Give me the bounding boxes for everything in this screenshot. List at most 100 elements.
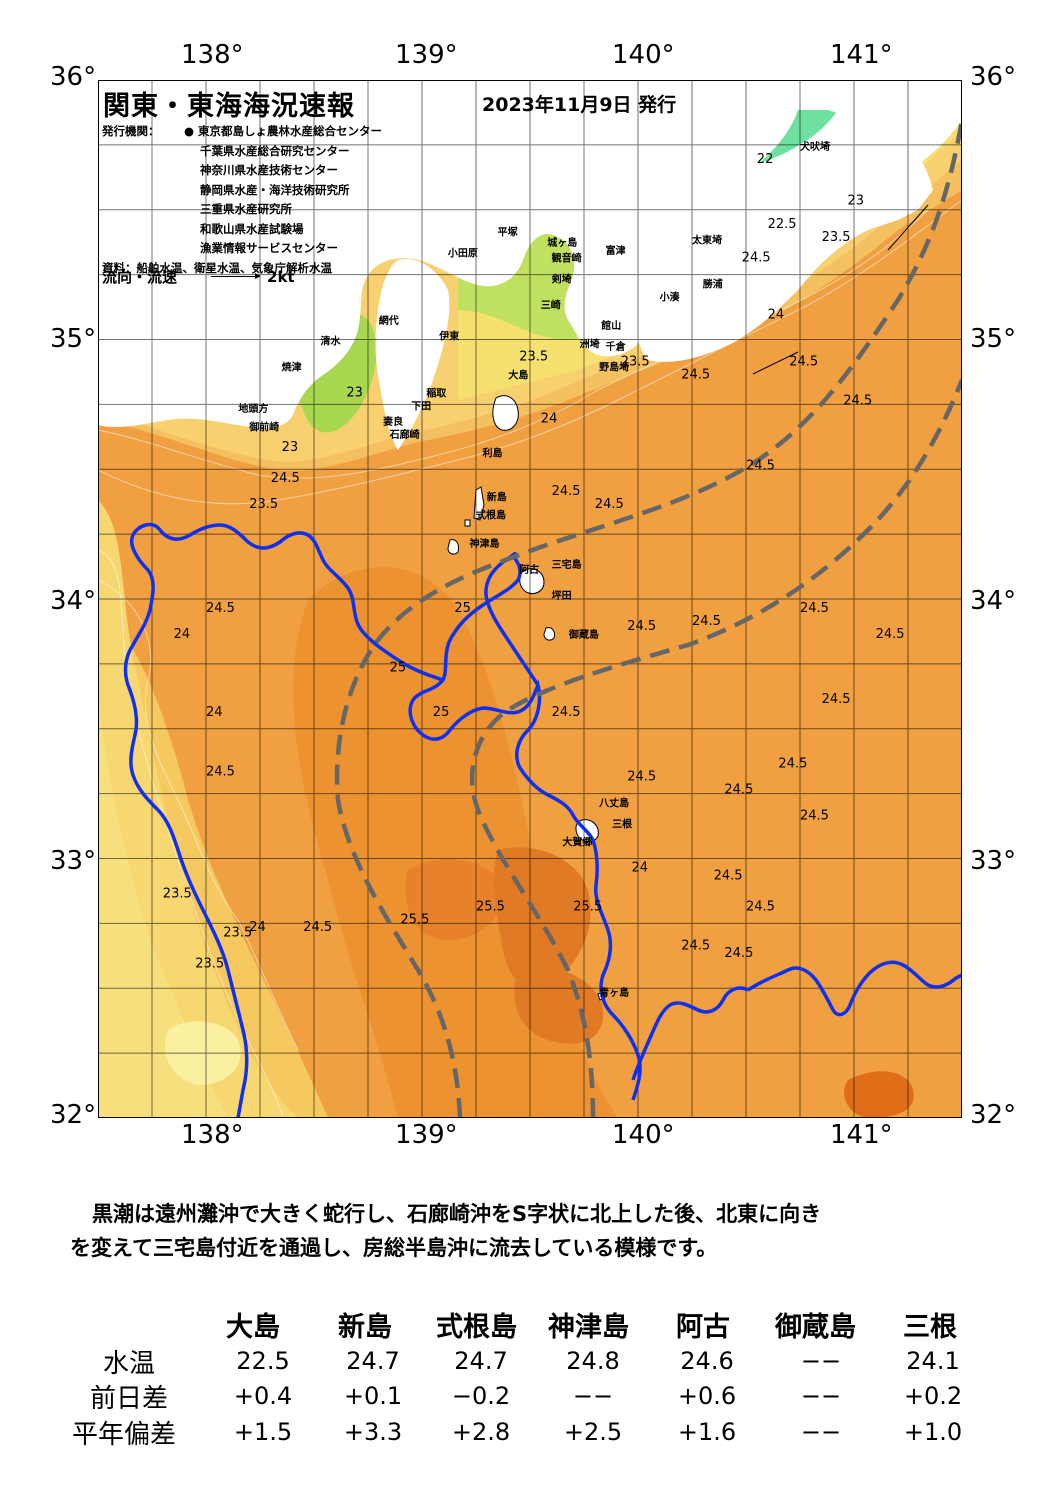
place-label: 野島埼 (599, 361, 629, 374)
table-cell: +2.5 (563, 1418, 623, 1446)
lat-label-34-left: 34° (50, 586, 97, 616)
land-izu (375, 259, 450, 450)
issuer-3: 静岡県水産・海洋技術研究所 (200, 182, 350, 197)
issuer-2: 神奈川県水産技術センター (200, 163, 338, 177)
lon-label-138-top: 138° (181, 40, 244, 70)
place-label: 式根島 (476, 509, 506, 522)
place-label: 坪田 (552, 589, 572, 602)
contour-label: 23 (282, 440, 299, 455)
place-label: 網代 (379, 314, 399, 327)
contour-label: 24 (249, 920, 266, 935)
place-label: 城ヶ島 (547, 236, 577, 249)
contour-label: 24.5 (822, 692, 851, 707)
contour-label: 24.5 (271, 471, 300, 486)
contour-label: 23.5 (223, 925, 252, 940)
lat-label-32-left: 32° (50, 1100, 97, 1130)
current-vector-2 (887, 204, 929, 251)
table-cell: 24.8 (566, 1347, 620, 1375)
place-label: 大島 (508, 368, 528, 381)
dashed-kuroshio-mean-2 (469, 379, 962, 1118)
place-label: 御前崎 (248, 420, 279, 433)
contour-label: 23.5 (195, 956, 224, 971)
land-boso (638, 110, 933, 362)
place-label: 剣埼 (551, 272, 572, 285)
contour-label: 24.5 (746, 899, 775, 914)
contour-label: 24.5 (681, 367, 710, 382)
col-header-ako: 阿古 (676, 1312, 730, 1343)
contour-label: 23.5 (519, 349, 548, 364)
contour-label: 24.5 (746, 458, 775, 473)
place-label: 犬吠埼 (800, 140, 830, 153)
place-label: 御蔵島 (568, 628, 599, 641)
place-label: 富津 (606, 244, 626, 257)
lat-label-33-right: 33° (970, 846, 1017, 876)
current-legend-scale: 2kt (267, 267, 295, 286)
issuer-1: 千葉県水産総合研究センター (200, 143, 350, 158)
lat-label-35-right: 35° (970, 324, 1017, 354)
contour-label: 24.5 (692, 614, 721, 629)
warm-patch-3 (514, 967, 604, 1044)
contour-label: 23.5 (163, 886, 192, 901)
contour-label: 25 (433, 705, 450, 720)
map-border (98, 80, 962, 1118)
contour-label: 22 (757, 152, 774, 167)
table-cell: 24.1 (906, 1347, 960, 1375)
contour-label: 23.5 (621, 354, 650, 369)
contour-label: 24 (206, 705, 223, 720)
place-label: 小湊 (659, 291, 681, 304)
contour-label: 24 (174, 627, 191, 642)
contour-label: 24.5 (742, 251, 771, 266)
current-legend-arrow-icon (211, 273, 262, 279)
place-label: 洲埼 (580, 337, 600, 350)
col-header-oshima: 大島 (226, 1312, 280, 1343)
place-label: 阿古 (519, 563, 539, 576)
place-label: 勝浦 (703, 278, 723, 291)
contour-label: 25 (390, 661, 407, 676)
kuroshio-axis (408, 554, 642, 1101)
island-miyake (519, 568, 545, 595)
place-label: 地頭方 (238, 402, 268, 415)
data-source: 資料：船舶水温、衛星水温、気象庁解析水温 (102, 260, 332, 275)
table-cell: +0.1 (343, 1382, 403, 1410)
contour-24 (98, 579, 299, 1051)
table-cell: +1.6 (677, 1418, 737, 1446)
island-mikura (543, 627, 555, 641)
table-cell: 24.7 (346, 1347, 400, 1375)
table-cell: +0.6 (677, 1382, 737, 1410)
contour-label: 25.5 (476, 899, 505, 914)
place-label: 稲取 (426, 387, 447, 400)
place-label: 石廊崎 (389, 428, 420, 441)
contour-label: 24.5 (843, 393, 872, 408)
issuer-0: 東京都島しょ農林水産総合センター (198, 124, 382, 138)
place-label: 清水 (320, 335, 341, 348)
col-header-kozushima: 神津島 (548, 1312, 629, 1343)
contour-label: 24.5 (778, 757, 807, 772)
contour-label: 25.5 (573, 899, 602, 914)
current-legend: 流向・流速 2kt (102, 266, 295, 287)
dashed-kuroshio-mean-1 (334, 119, 962, 1118)
contour-label: 24.5 (627, 619, 656, 634)
map-title: 関東・東海海況速報 (103, 91, 355, 122)
place-label: 小田原 (447, 246, 478, 259)
contour-label: 24 (632, 860, 649, 875)
table-cell: +0.4 (233, 1382, 293, 1410)
contour-label: 24.5 (206, 764, 235, 779)
place-label: 青ヶ島 (599, 986, 629, 999)
contour-label: 22.5 (768, 217, 797, 232)
place-label: 三崎 (541, 298, 561, 311)
contour-label: 23.5 (822, 230, 851, 245)
lon-label-141-top: 141° (830, 40, 893, 70)
lon-label-138-bottom: 138° (181, 1120, 244, 1150)
place-label: 神津島 (470, 537, 500, 550)
contour-label: 24.5 (303, 920, 332, 935)
row-label-temp: 水温 (103, 1349, 156, 1379)
lon-label-139-bottom: 139° (395, 1120, 458, 1150)
contour-label: 24.5 (627, 770, 656, 785)
island-oshima (492, 395, 519, 431)
contour-coast (98, 209, 929, 479)
table-cell: −− (800, 1382, 842, 1410)
table-cell: +1.0 (903, 1418, 963, 1446)
contour-label: 24.5 (800, 809, 829, 824)
table-cell: 22.5 (236, 1347, 290, 1375)
